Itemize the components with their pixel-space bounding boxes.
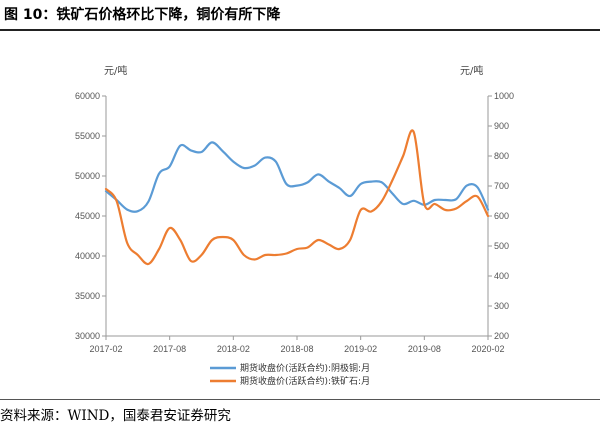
series-layer bbox=[104, 129, 490, 266]
legend-label: 期货收盘价(活跃合约):铁矿石:月 bbox=[240, 375, 370, 387]
figure-title: 图 10：铁矿石价格环比下降，铜价有所下降 bbox=[4, 7, 281, 23]
copper-price-line bbox=[104, 141, 490, 213]
right-axis-unit: 元/吨 bbox=[460, 64, 483, 77]
iron-ore-price-line bbox=[104, 129, 490, 266]
right-axis-ticks: 200 300 400 500 600 700 800 900 1000 bbox=[488, 91, 514, 341]
x-axis-tick-label: 2019-08 bbox=[408, 344, 441, 354]
left-axis-unit: 元/吨 bbox=[104, 64, 127, 77]
x-axis-tick-label: 2019-02 bbox=[344, 344, 377, 354]
left-axis-tick-label: 30000 bbox=[75, 331, 100, 341]
right-axis-tick-label: 300 bbox=[494, 301, 509, 311]
right-axis-tick-label: 400 bbox=[494, 271, 509, 281]
right-axis-tick-label: 800 bbox=[494, 151, 509, 161]
right-axis-tick-label: 900 bbox=[494, 121, 509, 131]
left-axis-tick-label: 45000 bbox=[75, 211, 100, 221]
legend-label: 期货收盘价(活跃合约):阴极铜:月 bbox=[240, 362, 370, 374]
left-axis-tick-label: 35000 bbox=[75, 291, 100, 301]
x-axis-tick-label: 2018-02 bbox=[217, 344, 250, 354]
right-axis-tick-label: 600 bbox=[494, 211, 509, 221]
x-axis-tick-label: 2020-02 bbox=[471, 344, 504, 354]
right-axis-tick-label: 200 bbox=[494, 331, 509, 341]
right-axis-tick-label: 1000 bbox=[494, 91, 514, 101]
x-axis-tick-label: 2018-08 bbox=[280, 344, 313, 354]
left-axis-tick-label: 60000 bbox=[75, 91, 100, 101]
left-axis-tick-label: 40000 bbox=[75, 251, 100, 261]
left-axis-tick-label: 55000 bbox=[75, 131, 100, 141]
left-axis-ticks: 30000 35000 40000 45000 50000 55000 60000 bbox=[75, 91, 106, 341]
left-axis-tick-label: 50000 bbox=[75, 171, 100, 181]
source-note: 资料来源：WIND，国泰君安证券研究 bbox=[0, 408, 231, 424]
x-axis-tick-label: 2017-02 bbox=[89, 344, 122, 354]
right-axis-tick-label: 700 bbox=[494, 181, 509, 191]
x-axis-ticks: 2017-02 2017-08 2018-02 2018-08 2019-02 2019-… bbox=[89, 336, 505, 354]
source-divider bbox=[0, 399, 600, 400]
x-axis-tick-label: 2017-08 bbox=[153, 344, 186, 354]
title-divider bbox=[0, 29, 600, 31]
right-axis-tick-label: 500 bbox=[494, 241, 509, 251]
chart-axes bbox=[105, 96, 489, 337]
